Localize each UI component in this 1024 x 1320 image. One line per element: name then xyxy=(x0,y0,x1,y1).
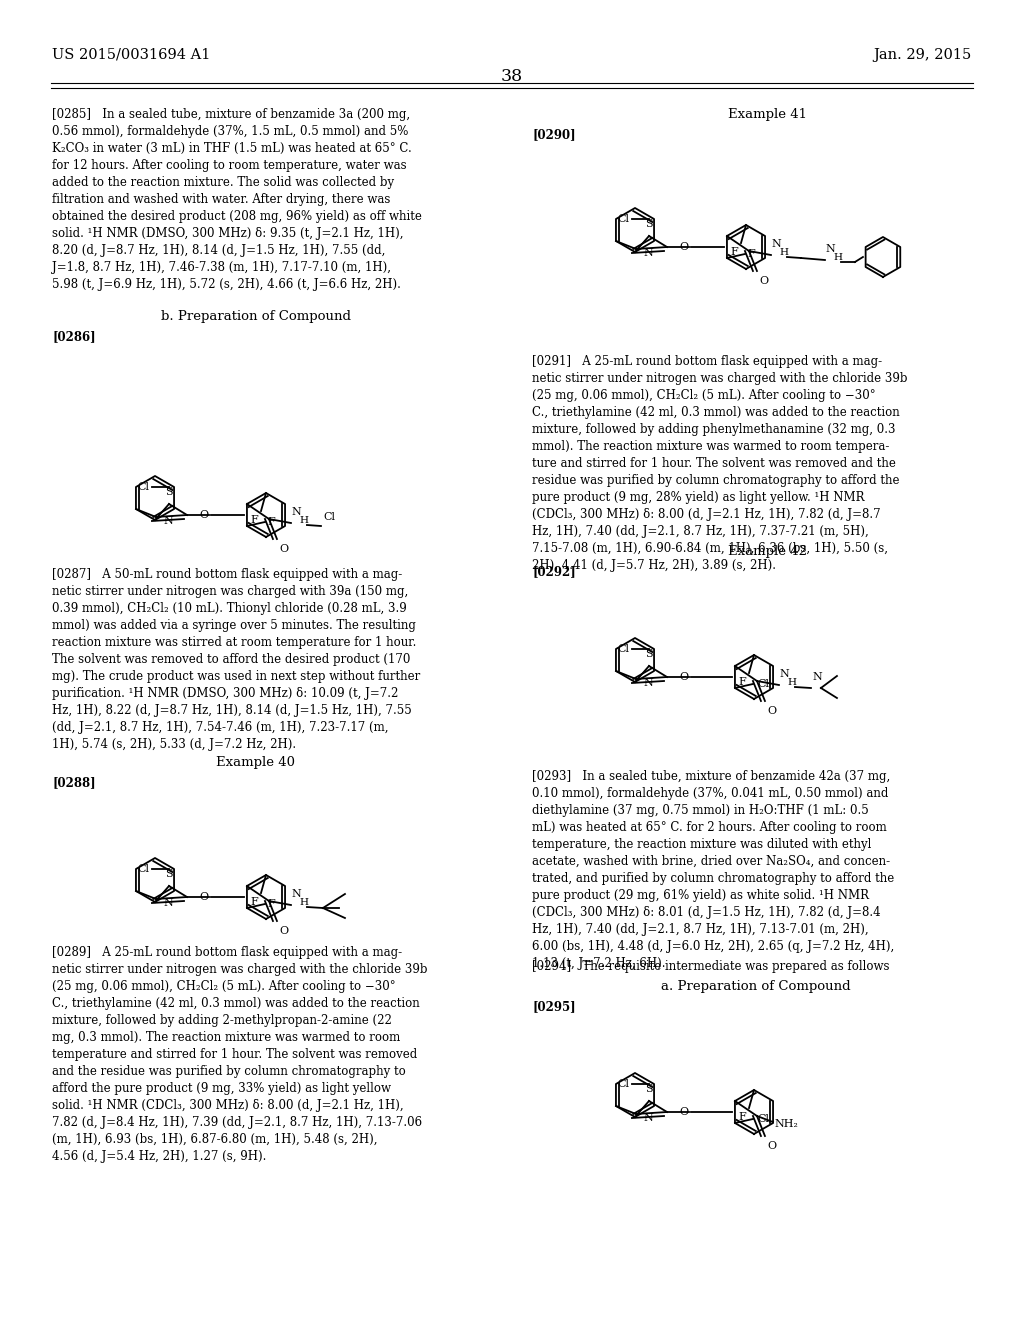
Text: H: H xyxy=(787,678,797,686)
Text: O: O xyxy=(279,544,288,554)
Text: [0291]   A 25-mL round bottom flask equipped with a mag-
netic stirrer under nit: [0291] A 25-mL round bottom flask equipp… xyxy=(532,355,907,572)
Text: O: O xyxy=(680,242,689,252)
Text: N: N xyxy=(780,669,790,678)
Text: Jan. 29, 2015: Jan. 29, 2015 xyxy=(873,48,972,62)
Text: N: N xyxy=(644,1113,653,1123)
Text: N: N xyxy=(292,888,302,899)
Text: F: F xyxy=(730,247,738,257)
Text: H: H xyxy=(834,253,843,261)
Text: S: S xyxy=(645,649,653,659)
Text: H: H xyxy=(300,898,309,907)
Text: S: S xyxy=(645,219,653,228)
Text: [0293]   In a sealed tube, mixture of benzamide 42a (37 mg,
0.10 mmol), formalde: [0293] In a sealed tube, mixture of benz… xyxy=(532,770,894,970)
Text: O: O xyxy=(767,706,776,715)
Text: F: F xyxy=(738,1111,745,1122)
Text: O: O xyxy=(767,1140,776,1151)
Text: N: N xyxy=(164,898,174,908)
Text: N: N xyxy=(164,516,174,525)
Text: S: S xyxy=(165,487,173,498)
Text: O: O xyxy=(279,927,288,936)
Text: Cl: Cl xyxy=(137,865,150,874)
Text: Cl: Cl xyxy=(757,1114,769,1125)
Text: S: S xyxy=(645,1084,653,1094)
Text: N: N xyxy=(644,248,653,257)
Text: O: O xyxy=(200,510,209,520)
Text: O: O xyxy=(759,276,768,286)
Text: F: F xyxy=(746,249,755,259)
Text: N: N xyxy=(772,239,781,249)
Text: F: F xyxy=(267,517,274,527)
Text: H: H xyxy=(780,248,788,257)
Text: Cl: Cl xyxy=(617,644,629,653)
Text: [0286]: [0286] xyxy=(52,330,95,343)
Text: H: H xyxy=(300,516,309,525)
Text: [0292]: [0292] xyxy=(532,565,575,578)
Text: b. Preparation of Compound: b. Preparation of Compound xyxy=(161,310,351,323)
Text: [0295]: [0295] xyxy=(532,1001,575,1012)
Text: a. Preparation of Compound: a. Preparation of Compound xyxy=(662,979,851,993)
Text: Cl: Cl xyxy=(617,1078,629,1089)
Text: Cl: Cl xyxy=(323,512,335,521)
Text: US 2015/0031694 A1: US 2015/0031694 A1 xyxy=(52,48,210,62)
Text: [0287]   A 50-mL round bottom flask equipped with a mag-
netic stirrer under nit: [0287] A 50-mL round bottom flask equipp… xyxy=(52,568,420,751)
Text: O: O xyxy=(680,1107,689,1117)
Text: [0290]: [0290] xyxy=(532,128,575,141)
Text: N: N xyxy=(292,507,302,517)
Text: Example 41: Example 41 xyxy=(728,108,808,121)
Text: Example 40: Example 40 xyxy=(216,756,296,770)
Text: Example 42: Example 42 xyxy=(728,545,808,558)
Text: F: F xyxy=(250,515,258,525)
Text: Cl: Cl xyxy=(617,214,629,224)
Text: [0288]: [0288] xyxy=(52,776,95,789)
Text: S: S xyxy=(165,869,173,879)
Text: 38: 38 xyxy=(501,69,523,84)
Text: [0285]   In a sealed tube, mixture of benzamide 3a (200 mg,
0.56 mmol), formalde: [0285] In a sealed tube, mixture of benz… xyxy=(52,108,422,290)
Text: F: F xyxy=(250,898,258,907)
Text: N: N xyxy=(826,244,836,253)
Text: F: F xyxy=(267,899,274,909)
Text: NH₂: NH₂ xyxy=(775,1119,799,1129)
Text: N: N xyxy=(813,672,822,682)
Text: Cl: Cl xyxy=(137,482,150,492)
Text: F: F xyxy=(738,677,745,686)
Text: Cl: Cl xyxy=(757,678,769,689)
Text: O: O xyxy=(680,672,689,682)
Text: N: N xyxy=(644,678,653,688)
Text: [0294]   The requisite intermediate was prepared as follows: [0294] The requisite intermediate was pr… xyxy=(532,960,890,973)
Text: [0289]   A 25-mL round bottom flask equipped with a mag-
netic stirrer under nit: [0289] A 25-mL round bottom flask equipp… xyxy=(52,946,427,1163)
Text: O: O xyxy=(200,892,209,902)
